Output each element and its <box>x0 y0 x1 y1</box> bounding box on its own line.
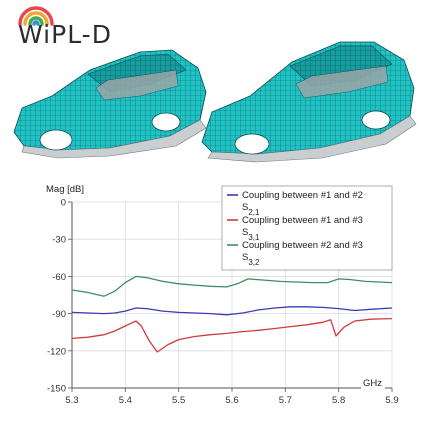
x-tick-label: 5.9 <box>385 395 398 406</box>
ylabel-background <box>42 182 92 196</box>
x-tick-labels: 5.3 5.4 5.5 5.6 5.7 5.8 5.9 <box>65 395 398 406</box>
legend-entry-sub: S3,1 <box>242 227 260 242</box>
x-axis-label: GHz <box>363 378 382 389</box>
y-tick-label: -90 <box>52 309 66 320</box>
arc-outer <box>18 6 54 26</box>
x-tick-label: 5.6 <box>225 395 238 406</box>
arc-inner <box>32 20 40 26</box>
x-tick-label: 5.7 <box>279 395 292 406</box>
car-model-left <box>13 49 207 159</box>
series-line-2 <box>71 317 393 353</box>
y-tick-label: -60 <box>52 272 66 283</box>
legend-entry-label: Coupling between #1 and #3 <box>242 215 363 226</box>
y-tick-label: -120 <box>47 346 66 357</box>
coupling-chart: 0 -30 -60 -90 -120 -150 5.3 5.4 5.5 5.6 5.7 5.8 5.9… <box>42 182 399 406</box>
y-tick-label: -150 <box>47 384 66 395</box>
y-axis-label: Mag [dB] <box>46 184 84 195</box>
signal-arcs-icon <box>18 6 54 26</box>
legend-box <box>221 185 393 271</box>
legend-entry-label: Coupling between #1 and #2 <box>242 190 363 201</box>
x-tick-label: 5.5 <box>172 395 185 406</box>
axes <box>68 201 393 392</box>
y-tick-labels: 0 -30 -60 -90 -120 -150 <box>47 198 66 395</box>
car-model-right <box>201 41 417 163</box>
arc-2 <box>23 11 49 26</box>
arc-3 <box>28 16 44 26</box>
x-tick-label: 5.4 <box>119 395 132 406</box>
series-line-1 <box>71 306 393 316</box>
legend-entry-sub: S3,2 <box>242 252 260 267</box>
car-mesh-illustration <box>13 41 417 163</box>
x-tick-label: 5.3 <box>65 395 78 406</box>
x-tick-label: 5.8 <box>332 395 345 406</box>
logo-text: WiPL-D <box>18 20 112 49</box>
legend-entry-sub: S2,1 <box>242 202 260 217</box>
y-tick-label: -30 <box>52 235 66 246</box>
legend-entry-label: Coupling between #2 and #3 <box>242 240 363 251</box>
y-tick-label: 0 <box>61 198 66 209</box>
series-lines <box>71 275 393 353</box>
series-line-3 <box>71 275 393 297</box>
xlabel-background <box>361 376 385 390</box>
wipl-d-logo: WiPL-D <box>8 0 133 52</box>
